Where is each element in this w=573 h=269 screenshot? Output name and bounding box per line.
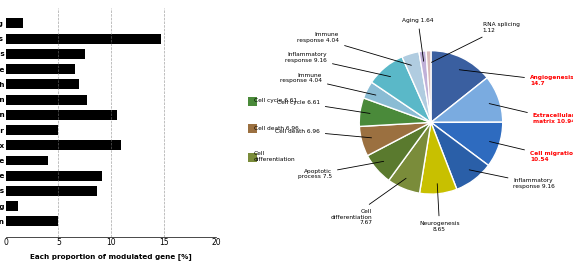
Bar bbox=[6, 34, 160, 44]
Bar bbox=[6, 171, 102, 181]
Wedge shape bbox=[419, 122, 457, 194]
Wedge shape bbox=[367, 122, 431, 180]
Wedge shape bbox=[426, 51, 431, 122]
Text: Cell migration
10.54: Cell migration 10.54 bbox=[489, 141, 573, 162]
Bar bbox=[6, 64, 76, 74]
Wedge shape bbox=[431, 122, 503, 165]
Bar bbox=[6, 125, 58, 135]
Text: Apoptotic
process 7.5: Apoptotic process 7.5 bbox=[298, 161, 384, 179]
Text: Cell
differentiation: Cell differentiation bbox=[254, 151, 296, 162]
Bar bbox=[6, 140, 121, 150]
Text: Immune
response 4.04: Immune response 4.04 bbox=[280, 73, 376, 95]
Bar bbox=[6, 110, 117, 120]
Bar bbox=[6, 201, 18, 211]
Text: Cell cycle 6.61: Cell cycle 6.61 bbox=[254, 98, 297, 103]
Wedge shape bbox=[431, 122, 488, 189]
Wedge shape bbox=[431, 78, 503, 122]
Text: Inflammatory
response 9.16: Inflammatory response 9.16 bbox=[285, 52, 391, 77]
X-axis label: Each proportion of modulated gene [%]: Each proportion of modulated gene [%] bbox=[30, 253, 192, 260]
Text: Cell cycle 6.61: Cell cycle 6.61 bbox=[277, 100, 370, 114]
Wedge shape bbox=[388, 122, 431, 193]
Text: Angiogenesis
14.7: Angiogenesis 14.7 bbox=[460, 70, 573, 86]
Wedge shape bbox=[359, 98, 431, 126]
Wedge shape bbox=[419, 51, 431, 122]
Text: Aging 1.64: Aging 1.64 bbox=[402, 18, 434, 61]
Bar bbox=[6, 95, 87, 104]
FancyBboxPatch shape bbox=[248, 97, 257, 106]
Text: Inflammatory
response 9.16: Inflammatory response 9.16 bbox=[469, 170, 555, 189]
FancyBboxPatch shape bbox=[248, 124, 257, 133]
Wedge shape bbox=[371, 57, 431, 122]
Bar bbox=[6, 155, 48, 165]
Text: RNA splicing
1.12: RNA splicing 1.12 bbox=[431, 22, 520, 62]
Text: Neurogenesis
8.65: Neurogenesis 8.65 bbox=[419, 184, 460, 232]
Bar bbox=[6, 19, 23, 28]
Text: Cell death 6.96: Cell death 6.96 bbox=[254, 126, 299, 131]
Text: Cell
differentiation
7.67: Cell differentiation 7.67 bbox=[331, 178, 406, 225]
Bar bbox=[6, 49, 85, 59]
Text: Extracellular
matrix 10.94: Extracellular matrix 10.94 bbox=[489, 104, 573, 124]
Bar bbox=[6, 186, 97, 196]
Bar bbox=[6, 79, 79, 89]
Text: Immune
response 4.04: Immune response 4.04 bbox=[297, 32, 411, 65]
Text: Cell death 6.96: Cell death 6.96 bbox=[275, 129, 371, 138]
Wedge shape bbox=[402, 52, 431, 122]
Wedge shape bbox=[431, 51, 487, 122]
Wedge shape bbox=[359, 122, 431, 156]
Wedge shape bbox=[363, 82, 431, 122]
Bar bbox=[6, 217, 58, 226]
FancyBboxPatch shape bbox=[248, 153, 257, 162]
